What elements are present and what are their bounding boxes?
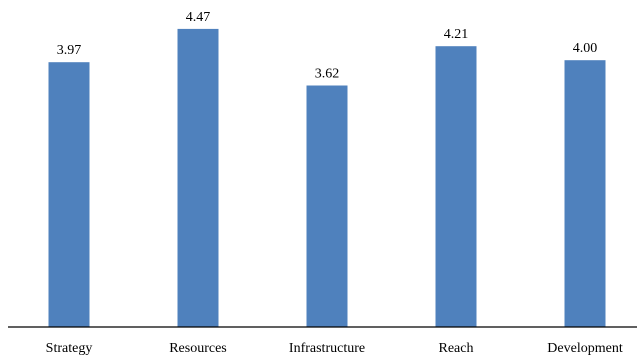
- bar-reach: [435, 46, 477, 327]
- bar-development: [564, 60, 606, 327]
- value-label-infrastructure: 3.62: [315, 67, 340, 82]
- bars-group: [48, 28, 606, 328]
- bar-infrastructure: [306, 85, 348, 327]
- value-label-strategy: 3.97: [57, 43, 82, 58]
- category-label-infrastructure: Infrastructure: [289, 341, 365, 355]
- value-label-reach: 4.21: [444, 27, 469, 42]
- bar-resources: [177, 28, 219, 328]
- value-label-resources: 4.47: [186, 10, 211, 25]
- bar-strategy: [48, 62, 90, 327]
- category-label-resources: Resources: [169, 341, 227, 355]
- category-labels-group: Strategy Resources Infrastructure Reach Deve…: [46, 341, 623, 355]
- value-label-development: 4.00: [573, 41, 598, 56]
- category-label-development: Development: [547, 341, 623, 355]
- category-label-strategy: Strategy: [46, 341, 93, 355]
- category-label-reach: Reach: [439, 341, 474, 355]
- value-labels-group: 3.97 4.47 3.62 4.21 4.00: [57, 10, 598, 82]
